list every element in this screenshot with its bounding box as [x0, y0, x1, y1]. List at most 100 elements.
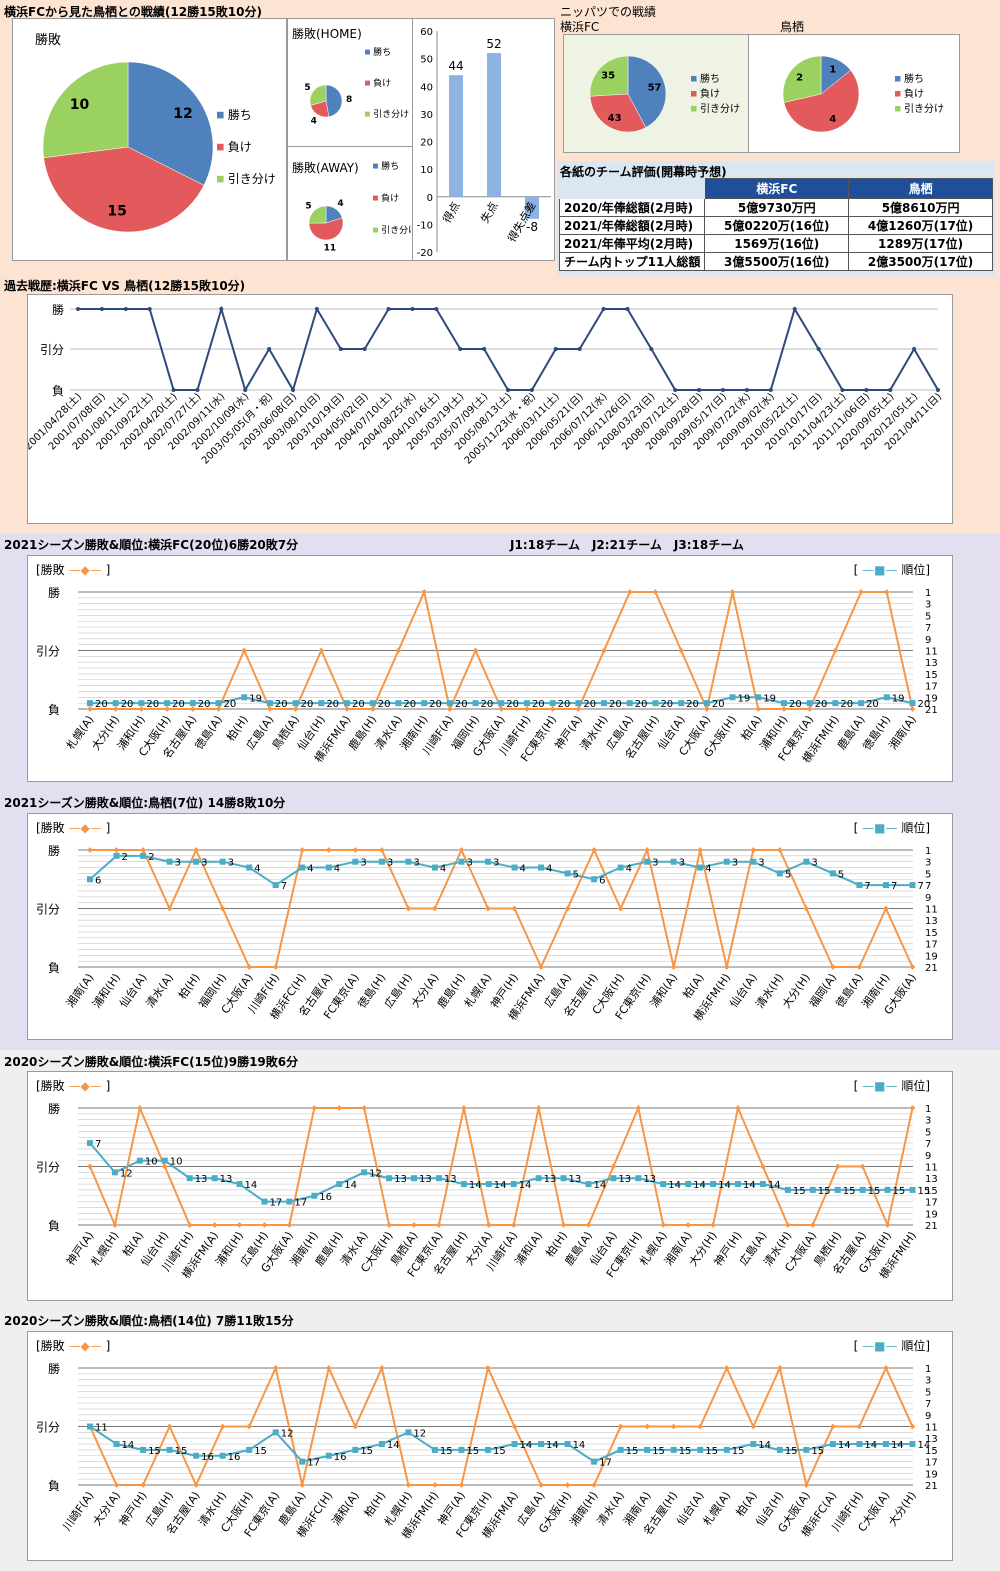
rank-point-label: 19 — [249, 693, 262, 704]
rank-point-label: 20 — [558, 699, 571, 710]
rank-point — [560, 1175, 567, 1182]
eval-row-yfc: 3億5500万(16位) — [704, 252, 850, 271]
result-point — [909, 964, 916, 970]
rank-tick-label: 3 — [925, 1116, 931, 1127]
result-point — [601, 307, 606, 311]
rank-point-label: 20 — [172, 699, 185, 710]
legend-swatch — [691, 106, 697, 112]
rank-point-label: 19 — [738, 693, 751, 704]
result-point — [161, 1163, 168, 1170]
result-point — [575, 706, 582, 712]
rank-point-label: 13 — [394, 1174, 407, 1185]
rank-point-label: 14 — [494, 1180, 507, 1191]
rank-point-label: 14 — [891, 1440, 904, 1451]
y-tick-label: 負 — [52, 384, 64, 398]
rank-point — [246, 1446, 253, 1453]
rank-point-label: 7 — [864, 881, 870, 892]
result-point — [840, 388, 845, 392]
rank-tick-label: 11 — [925, 1423, 938, 1434]
rank-point — [882, 882, 889, 889]
rank-point — [431, 1446, 438, 1453]
rank-tick-label: 7 — [925, 623, 931, 634]
eval-header-blank — [558, 178, 706, 199]
rank-point-label: 2 — [122, 852, 128, 863]
result-point — [524, 706, 530, 712]
s2021tosu-legend-right: [ —■— 順位] — [853, 821, 930, 835]
rank-point-label: 15 — [818, 1186, 831, 1197]
legend-label: 勝ち — [228, 107, 252, 122]
result-point — [246, 964, 253, 970]
rank-point-label: 3 — [466, 858, 472, 869]
rank-point-label: 15 — [917, 1186, 930, 1197]
result-point — [591, 847, 597, 853]
rank-tick-label: 21 — [925, 1481, 938, 1492]
rank-point — [112, 700, 119, 707]
eval-row-tosu: 1289万(17位) — [848, 234, 993, 253]
rank-point — [484, 858, 491, 865]
result-point — [421, 589, 427, 595]
pie-slice — [43, 146, 205, 233]
result-point — [138, 706, 145, 712]
result-point — [625, 307, 630, 311]
legend-label: [勝敗 — [36, 563, 65, 577]
result-point — [685, 1222, 691, 1228]
y-tick-label: 勝 — [48, 1101, 60, 1116]
eval-title: 各紙のチーム評価(開幕時予想) — [560, 165, 727, 179]
rank-point — [549, 700, 556, 707]
result-point — [166, 1423, 173, 1430]
rank-point — [670, 1446, 677, 1453]
rank-point-label: 16 — [228, 1452, 241, 1463]
result-point — [325, 847, 332, 853]
rank-point — [484, 1446, 491, 1453]
rank-point-label: 2 — [148, 852, 154, 863]
result-point — [529, 388, 534, 392]
rank-point — [166, 858, 173, 865]
rank-point-label: 3 — [360, 858, 366, 869]
result-line — [89, 1364, 914, 1489]
legend-label: [勝敗 — [36, 821, 65, 835]
rank-point-label: 14 — [344, 1180, 357, 1191]
x-tick-label: 失点 — [478, 200, 500, 226]
result-point — [369, 706, 376, 712]
rank-point-label: 20 — [275, 699, 288, 710]
rank-point — [458, 1446, 465, 1453]
rank-point — [272, 1429, 279, 1436]
legend-label: 負け — [700, 88, 720, 100]
x-tick-label: 湘南(A) — [886, 713, 919, 752]
nippatsu-yfc-panel: 57 43 35 勝ち 負け 引き分け — [563, 34, 749, 153]
s2020tosu-legend-left: [勝敗 —◆— ] — [36, 1339, 111, 1353]
result-point — [272, 1365, 279, 1371]
rank-point — [564, 870, 571, 877]
result-point — [338, 347, 343, 351]
result-point — [137, 1105, 143, 1111]
pie-slice-label: 15 — [107, 203, 126, 219]
rank-point — [510, 1181, 517, 1188]
y-tick-label: -20 — [417, 248, 433, 259]
rank-tick-label: 15 — [925, 928, 938, 939]
result-point — [803, 905, 810, 912]
rank-point — [697, 1446, 704, 1453]
result-point — [626, 589, 633, 595]
result-point — [246, 1423, 253, 1430]
rank-line — [89, 854, 913, 887]
rank-point-label: 12 — [369, 1168, 382, 1179]
legend-swatch — [691, 91, 697, 97]
rank-point — [87, 1140, 93, 1147]
result-point — [670, 964, 677, 970]
s2020yfc-panel: [勝敗 —◆— ] [ —■— 順位] 負引分勝 1 3 5 7 9 11 13 15 17 19 2… — [27, 1071, 953, 1301]
rank-point — [617, 1446, 624, 1453]
rank-point-label: 20 — [429, 699, 442, 710]
result-point — [644, 847, 650, 853]
pie-slice — [308, 205, 327, 224]
rank-point-label: 12 — [413, 1428, 426, 1439]
home-pie-panel: 勝敗(HOME) 8 4 5 勝ち 負け 引き分け — [287, 18, 413, 148]
result-point — [883, 1365, 889, 1371]
rank-point-label: 14 — [668, 1180, 681, 1191]
nippatsu-title: ニッパツでの戦績 — [560, 5, 657, 19]
result-point — [617, 1423, 624, 1430]
legend-swatch — [365, 80, 370, 86]
rank-point-label: 20 — [815, 699, 828, 710]
